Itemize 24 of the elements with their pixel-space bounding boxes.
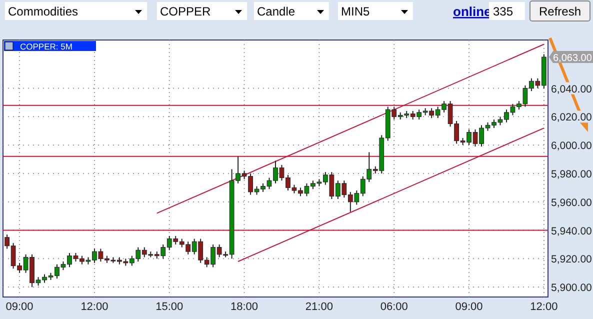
x-tick-label: 15:00 [156,301,184,313]
refresh-button: Refresh [530,0,590,22]
x-tick-label: 09:00 [6,301,34,313]
y-tick-label: 5,900.00 [551,282,592,294]
y-tick-label: 6,020.00 [551,112,592,124]
y-tick-label: 5,940.00 [551,225,592,238]
y-tick-label: 5,920.00 [551,254,592,266]
dropdown-field: Candle [254,2,329,20]
number-field: 335 [489,2,525,20]
x-tick-label: 06:00 [380,301,408,313]
text: 6,063.00 [553,53,592,64]
y-tick-label: 6,000.00 [551,140,592,152]
x-tick-label: 21:00 [305,301,333,313]
dropdown-field: COPPER [157,2,247,20]
x-tick-label: 12:00 [530,301,558,313]
x-tick-label: 18:00 [230,301,258,313]
dropdown-field: Commodities [5,2,147,20]
x-tick-label: 09:00 [455,301,483,313]
y-tick-label: 5,980.00 [551,168,592,180]
dropdown-field: MIN5 [338,2,413,20]
y-tick-label: 6,040.00 [551,83,592,96]
y-tick-label: 5,960.00 [551,196,592,209]
x-tick-label: 12:00 [80,301,108,313]
chart-title: COPPER: 5M [20,42,72,52]
